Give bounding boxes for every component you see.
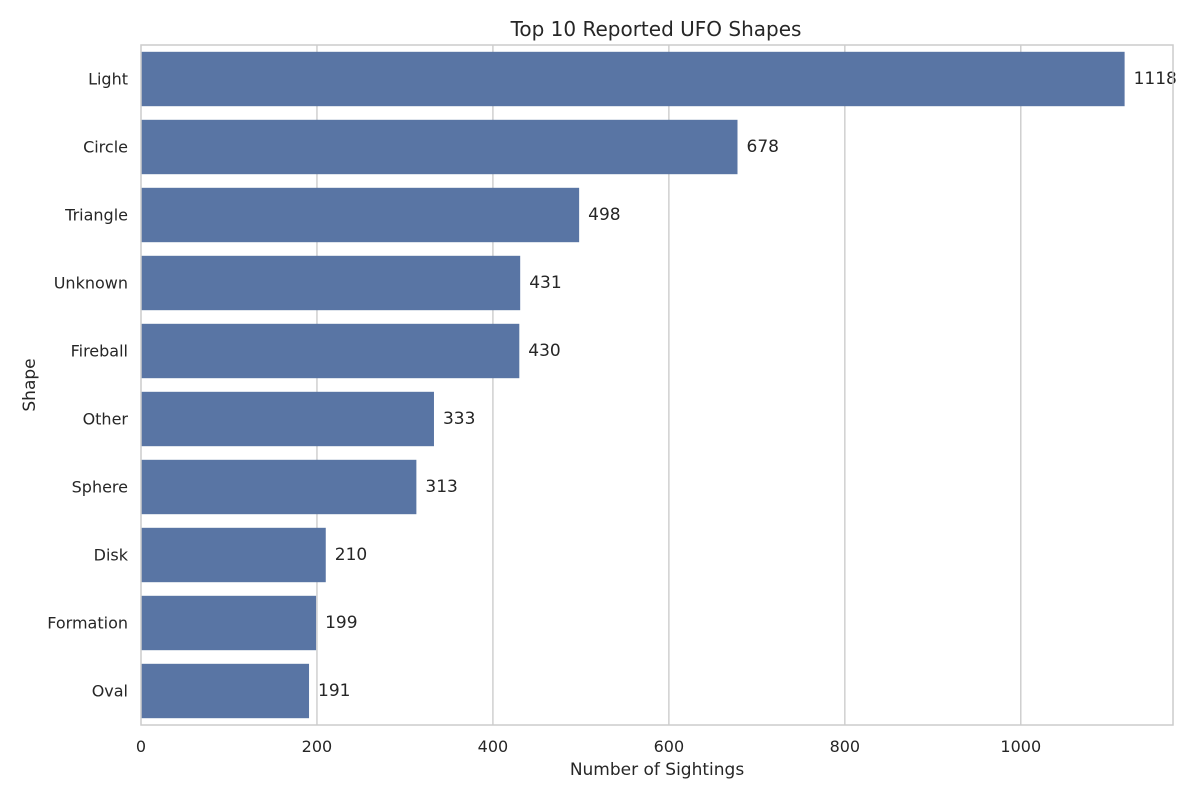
- x-tick-label: 800: [830, 737, 861, 756]
- y-tick-labels: Light Circle Triangle Unknown Fireball Other S…: [47, 70, 128, 701]
- bar-unknown: [141, 255, 521, 311]
- bar-formation: [141, 595, 317, 651]
- data-label-fireball: 430: [528, 341, 560, 361]
- bar-disk: [141, 527, 326, 583]
- y-axis-label: Shape: [20, 358, 40, 411]
- y-tick-label-fireball: Fireball: [71, 342, 128, 361]
- data-label-circle: 678: [747, 137, 779, 157]
- x-tick-label: 1000: [1000, 737, 1041, 756]
- y-tick-label-unknown: Unknown: [54, 274, 128, 293]
- y-tick-label-disk: Disk: [94, 546, 129, 565]
- y-tick-label-other: Other: [83, 410, 129, 429]
- bar-fireball: [141, 323, 520, 379]
- bar-light: [141, 51, 1125, 107]
- plot-frame: [140, 44, 1174, 726]
- data-label-unknown: 431: [529, 273, 561, 293]
- bar-other: [141, 391, 434, 447]
- y-tick-label-formation: Formation: [47, 614, 128, 633]
- bars: [141, 51, 1125, 719]
- data-label-other: 333: [443, 409, 475, 429]
- bar-triangle: [141, 187, 580, 243]
- y-tick-label-sphere: Sphere: [72, 478, 128, 497]
- data-label-disk: 210: [335, 545, 367, 565]
- y-tick-label-oval: Oval: [92, 682, 128, 701]
- x-tick-label: 0: [136, 737, 146, 756]
- x-tick-labels: 0 200 400 600 800 1000: [136, 737, 1041, 756]
- y-tick-label-light: Light: [88, 70, 128, 89]
- data-label-formation: 199: [325, 613, 357, 633]
- bar-sphere: [141, 459, 417, 515]
- data-labels: 1118 678 498 431 430 333 313 210 199 191: [318, 69, 1177, 701]
- data-label-light: 1118: [1134, 69, 1177, 89]
- chart-title: Top 10 Reported UFO Shapes: [510, 17, 802, 41]
- data-label-sphere: 313: [425, 477, 457, 497]
- x-axis-label: Number of Sightings: [570, 760, 745, 780]
- bar-oval: [141, 663, 310, 719]
- y-tick-label-triangle: Triangle: [64, 206, 128, 225]
- x-tick-label: 400: [478, 737, 509, 756]
- x-tick-label: 600: [654, 737, 685, 756]
- y-tick-label-circle: Circle: [83, 138, 128, 157]
- data-label-triangle: 498: [588, 205, 620, 225]
- data-label-oval: 191: [318, 681, 350, 701]
- x-tick-label: 200: [302, 737, 333, 756]
- bar-circle: [141, 119, 738, 175]
